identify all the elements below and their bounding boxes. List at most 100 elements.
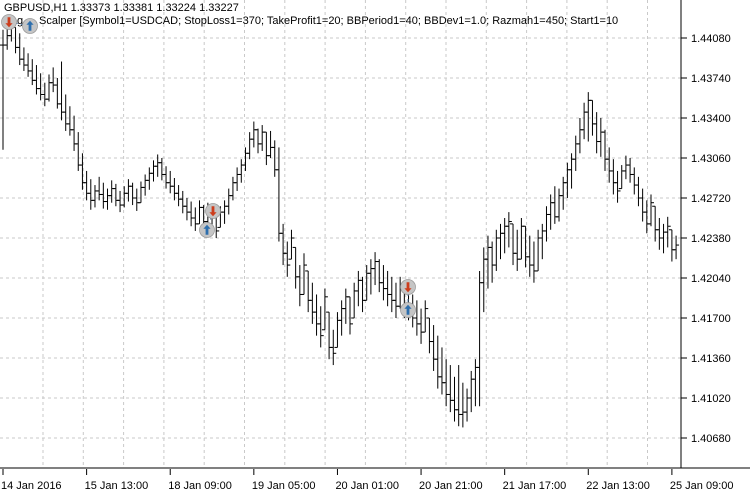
ohlc-bar [204,202,211,234]
ohlc-bar [0,29,6,150]
time-axis-label: 14 Jan 2016 [1,480,62,492]
time-axis-label: 20 Jan 01:00 [335,480,399,492]
ohlc-bar [284,241,291,277]
ohlc-bar [430,325,437,371]
ohlc-bar [468,370,475,413]
ohlc-bar [321,288,328,331]
ohlc-bar [572,135,579,171]
ohlc-bar [192,207,199,231]
ohlc-bar [108,180,115,203]
ohlc-bar [229,176,236,201]
ohlc-bar [380,265,387,301]
ohlc-bar [505,212,512,248]
ohlc-bar [610,159,617,195]
ohlc-bar [305,270,312,313]
ohlc-bar [418,308,425,344]
ohlc-bar [551,186,558,224]
price-axis-label: 1.44080 [691,33,731,45]
ohlc-bar [664,216,671,248]
ohlc-bar [142,174,149,196]
ohlc-bar [183,198,190,221]
ohlc-bar [656,218,663,250]
price-axis-label: 1.43060 [691,153,731,165]
time-axis-label: 25 Jan 09:00 [670,480,734,492]
ohlc-bar [267,130,274,158]
ohlc-bar [225,188,232,215]
price-axis[interactable]: 1.44080 1.43740 1.43400 1.43060 1.42720 1.423… [681,33,731,445]
ohlc-bar [547,194,554,230]
ohlc-bar [539,223,546,260]
ohlc-bar [129,182,136,206]
ohlc-bar [200,205,207,230]
ohlc-bar [275,147,282,242]
ohlc-bar [33,65,40,95]
ohlc-bar [535,229,542,272]
ohlc-bar [263,131,270,166]
ohlc-bar [451,376,458,422]
ohlc-bar [213,212,220,238]
time-axis-label: 20 Jan 21:00 [419,480,483,492]
ohlc-bar [296,265,303,307]
ohlc-bar [121,186,128,208]
ohlc-bar [392,282,399,318]
ohlc-bar [96,176,103,201]
ohlc-bar [464,388,471,422]
ohlc-bar [438,347,445,395]
ohlc-bar [20,47,27,71]
ohlc-bar [472,359,479,407]
ohlc-bar [288,229,295,260]
ohlc-bar [171,178,178,201]
ohlc-bar [91,185,98,208]
ohlc-bar [413,300,420,336]
ohlc-bar [346,296,353,335]
ohlc-bar [259,125,266,151]
price-axis-label: 1.42720 [691,193,731,205]
ohlc-bar [179,190,186,214]
ohlc-bar [476,270,483,407]
ohlc-bar [12,26,19,54]
time-axis-label: 18 Jan 09:00 [168,480,232,492]
price-axis-label: 1.41360 [691,353,731,365]
ohlc-bar [25,53,32,77]
ohlc-bar [522,225,529,268]
ohlc-bar [459,382,466,428]
ohlc-bar [58,61,65,121]
ohlc-bar [526,235,533,277]
ohlc-bar [62,94,69,131]
ohlc-bar [447,365,454,413]
ohlc-bar [117,190,124,213]
ohlc-bar [639,188,646,222]
ohlc-bar [66,106,73,136]
ohlc-bar [317,306,324,348]
ohlc-bar [301,253,308,295]
time-axis-label: 21 Jan 17:00 [503,480,567,492]
ohlc-bar [384,270,391,307]
ohlc-bar [643,200,650,234]
ohlc-bar [627,158,634,183]
ohlc-bar [576,118,583,154]
ea-status-line: g Scalper [Symbol1=USDCAD; StopLoss1=370… [0,15,670,29]
ohlc-bar [518,218,525,260]
ohlc-bar [660,223,667,254]
ohlc-bar [585,92,592,142]
ohlc-bar [79,153,86,190]
ohlc-bar [631,167,638,195]
ohlc-bar [209,207,216,229]
time-axis[interactable]: 14 Jan 2016 15 Jan 13:00 18 Jan 09:00 19 Ja… [1,469,734,492]
time-axis-label: 19 Jan 05:00 [252,480,316,492]
ohlc-bar [255,128,262,154]
ohlc-bar [397,276,404,309]
ohlc-bar [434,335,441,389]
ohlc-bar [443,359,450,407]
ohlc-bar [359,276,366,313]
ohlc-bar [543,206,550,242]
ohlc-bar [133,188,140,211]
price-axis-label: 1.43400 [691,113,731,125]
ohlc-bar [271,140,278,177]
bars-layer [0,19,680,428]
ohlc-bar [45,74,52,102]
ohlc-bar [196,200,203,225]
price-axis-label: 1.42040 [691,273,731,285]
